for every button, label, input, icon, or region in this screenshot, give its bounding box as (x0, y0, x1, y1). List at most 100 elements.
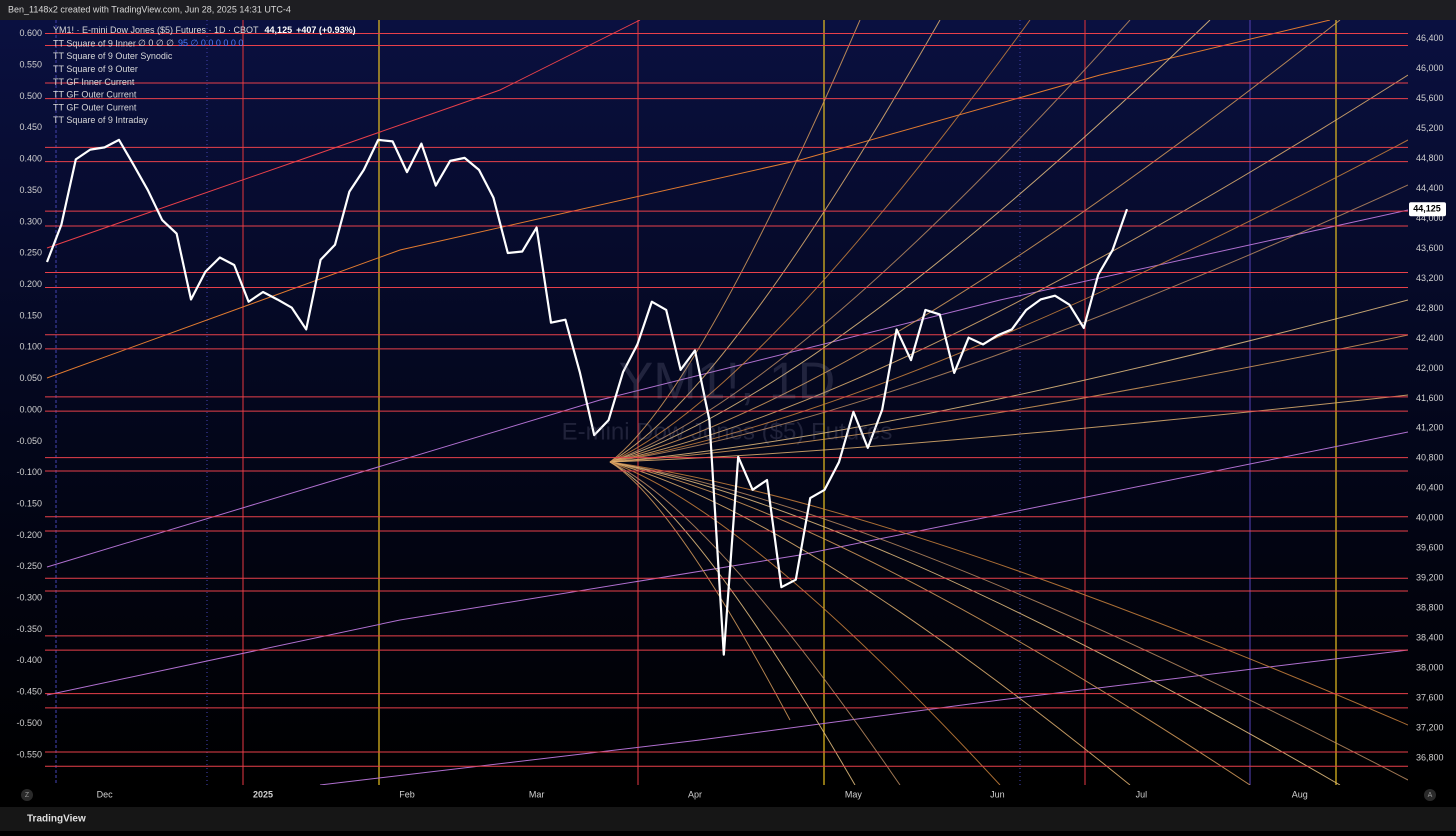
y-tick-label: 37,200 (1416, 722, 1444, 732)
y2-tick-label: 0.100 (19, 342, 42, 352)
x-tick-label: Dec (97, 789, 114, 799)
fan-line (609, 461, 1341, 785)
x-tick-label: May (845, 789, 863, 799)
y2-tick-label: -0.400 (16, 655, 42, 665)
indicator-name: TT GF Outer Current (53, 90, 137, 100)
fan-line (609, 461, 791, 721)
x-tick-label: Feb (399, 789, 415, 799)
y-tick-label: 42,000 (1416, 363, 1444, 373)
y2-tick-label: 0.300 (19, 216, 42, 226)
x-tick-label: Jun (990, 789, 1005, 799)
chart-title: YM1! · E-mini Dow Jones ($5) Futures · 1… (53, 25, 356, 35)
fan-line (609, 20, 1131, 463)
y-tick-label: 40,400 (1416, 483, 1444, 493)
y2-tick-label: -0.500 (16, 718, 42, 728)
plot-area (45, 20, 1408, 785)
plot (45, 20, 1408, 785)
y2-tick-label: -0.350 (16, 624, 42, 634)
top-bar (0, 0, 1456, 20)
fan-line (609, 461, 1408, 781)
y2-tick-label: 0.050 (19, 373, 42, 383)
y2-tick-label: -0.050 (16, 436, 42, 446)
indicator-value: 95 ∅ 0 0 0 0 0 0 (178, 38, 243, 48)
indicator-name: TT Square of 9 Outer Synodic (53, 51, 173, 61)
y-tick-label: 37,600 (1416, 692, 1444, 702)
button[interactable] (1424, 789, 1436, 801)
bottom-bar (0, 807, 1456, 831)
fan-line (609, 461, 1131, 785)
y2-tick-label: -0.150 (16, 498, 42, 508)
y-tick-label: 42,400 (1416, 333, 1444, 343)
y-tick-label: 38,800 (1416, 603, 1444, 613)
x-tick-label: Mar (529, 789, 545, 799)
y-tick-label: 38,000 (1416, 662, 1444, 672)
y-tick-label: 36,800 (1416, 752, 1444, 762)
y-tick-label: 40,000 (1416, 513, 1444, 523)
y2-tick-label: 0.150 (19, 310, 42, 320)
y2-tick-label: -0.550 (16, 749, 42, 759)
guide-line (46, 431, 1408, 696)
y2-tick-label: 0.450 (19, 122, 42, 132)
change: +407 (+0.93%) (296, 25, 356, 35)
y-tick-label: 39,600 (1416, 543, 1444, 553)
x-tick-label: 2025 (253, 789, 273, 799)
fan-line (609, 461, 1251, 785)
fan-line (609, 461, 901, 785)
guide-line (46, 20, 641, 249)
y2-tick-label: -0.200 (16, 530, 42, 540)
indicator-name: TT GF Inner Current (53, 77, 135, 87)
y2-tick-label: 0.350 (19, 185, 42, 195)
y-tick-label: 42,800 (1416, 303, 1444, 313)
fan-line (609, 20, 941, 463)
price: 44,125 (265, 25, 293, 35)
x-tick-label: Apr (688, 789, 702, 799)
guide-line (319, 649, 1408, 785)
x-tick-label: Jul (1136, 789, 1148, 799)
button-label[interactable]: A (1428, 792, 1433, 799)
button-label[interactable]: Z (25, 792, 30, 799)
fan-line (609, 20, 1031, 463)
price-tag-label: 44,125 (1413, 204, 1441, 214)
y2-tick-label: 0.250 (19, 248, 42, 258)
y2-tick-label: 0.400 (19, 154, 42, 164)
y2-tick-label: 0.600 (19, 28, 42, 38)
indicator-name: TT Square of 9 Inner (53, 38, 136, 48)
y-tick-label: 39,200 (1416, 573, 1444, 583)
fan-line (609, 139, 1408, 463)
y-tick-label: 45,600 (1416, 93, 1444, 103)
y2-tick-label: 0.500 (19, 91, 42, 101)
y-tick-label: 43,200 (1416, 273, 1444, 283)
fan-line (609, 184, 1408, 463)
title: YM1! · E-mini Dow Jones ($5) Futures · 1… (53, 25, 259, 35)
x-tick-label: Aug (1292, 789, 1308, 799)
fan-line (609, 20, 861, 463)
watermark: YM1!, 1D (619, 353, 836, 411)
y2-tick-label: -0.100 (16, 467, 42, 477)
fan-line (609, 74, 1408, 463)
y-tick-label: 38,400 (1416, 633, 1444, 643)
brand: TradingView (27, 814, 86, 825)
y-tick-label: 41,600 (1416, 393, 1444, 403)
fan-line (609, 299, 1408, 463)
fan-line (609, 20, 1341, 463)
indicator-values: ∅ 0 ∅ ∅ 95 ∅ 0 0 0 0 0 0 (138, 38, 243, 48)
guide-line (46, 209, 1408, 568)
y2-tick-label: -0.300 (16, 593, 42, 603)
y2-tick-label: -0.450 (16, 687, 42, 697)
price-line (45, 138, 1129, 656)
y-tick-label: 43,600 (1416, 243, 1444, 253)
y-tick-label: 40,800 (1416, 453, 1444, 463)
price-tag (1409, 202, 1446, 217)
button[interactable] (21, 789, 33, 801)
y2-tick-label: 0.000 (19, 404, 42, 414)
indicator-name: TT Square of 9 Outer (53, 64, 138, 74)
fan-line (609, 461, 1001, 785)
y-tick-label: 44,400 (1416, 183, 1444, 193)
time-axis (0, 785, 1456, 807)
credit: Ben_1148x2 created with TradingView.com,… (8, 4, 291, 14)
guide-line (46, 20, 1331, 379)
y-tick-label: 44,800 (1416, 153, 1444, 163)
y-tick-label: 46,400 (1416, 33, 1444, 43)
